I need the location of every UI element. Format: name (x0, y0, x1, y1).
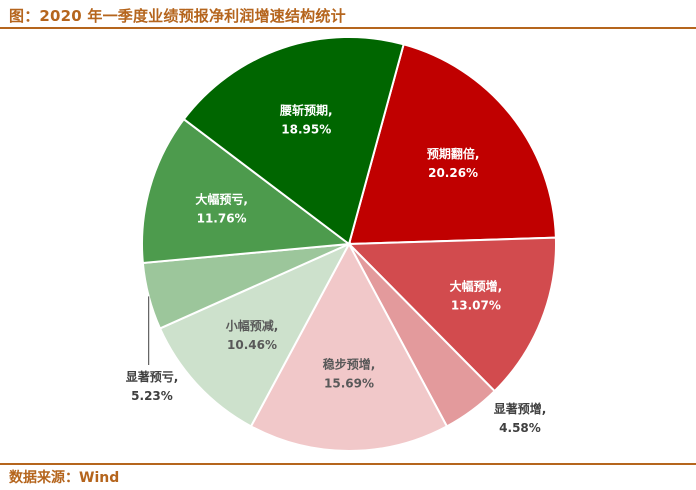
pie-slice-1 (347, 43, 557, 246)
pie-slices (141, 36, 557, 453)
pie-slice-2 (346, 236, 557, 393)
pie-slice-7 (141, 117, 352, 265)
slice-label-value-4: 15.69% (324, 376, 374, 390)
slice-label-name-5: 小幅预减, (226, 318, 279, 333)
pie-labels: 预期翻倍, 20.26% 大幅预增, 13.07% 显著预增, 4.58% 稳步预增, 15.… (126, 103, 547, 435)
slice-label-value-2: 13.07% (451, 299, 501, 313)
slice-label-name-3: 显著预增, (494, 401, 547, 416)
slice-label-name-7: 大幅预亏, (195, 192, 248, 207)
slice-label-value-6: 5.23% (131, 389, 173, 403)
slice-label-name-6: 显著预亏, (126, 369, 179, 384)
pie-slice-8 (182, 36, 405, 246)
slice-label-value-7: 11.76% (197, 212, 247, 226)
pie-slice-4 (249, 241, 449, 453)
title-divider (0, 27, 696, 29)
pie-slice-5 (158, 241, 352, 428)
slice-label-name-8: 腰斩预期, (279, 103, 333, 118)
slice-label-name-1: 预期翻倍, (427, 146, 480, 161)
source-divider (0, 463, 696, 465)
slice-label-value-3: 4.58% (499, 421, 541, 435)
slice-label-value-1: 20.26% (428, 166, 478, 180)
slice-label-name-2: 大幅预增, (450, 279, 503, 294)
slice-label-name-4: 稳步预增, (323, 356, 376, 371)
figure-title: 图：2020 年一季度业绩预报净利润增速结构统计 (9, 7, 346, 25)
slice-label-value-8: 18.95% (281, 123, 331, 137)
slice-label-value-5: 10.46% (227, 338, 277, 352)
source-note: 数据来源：Wind (9, 470, 120, 486)
